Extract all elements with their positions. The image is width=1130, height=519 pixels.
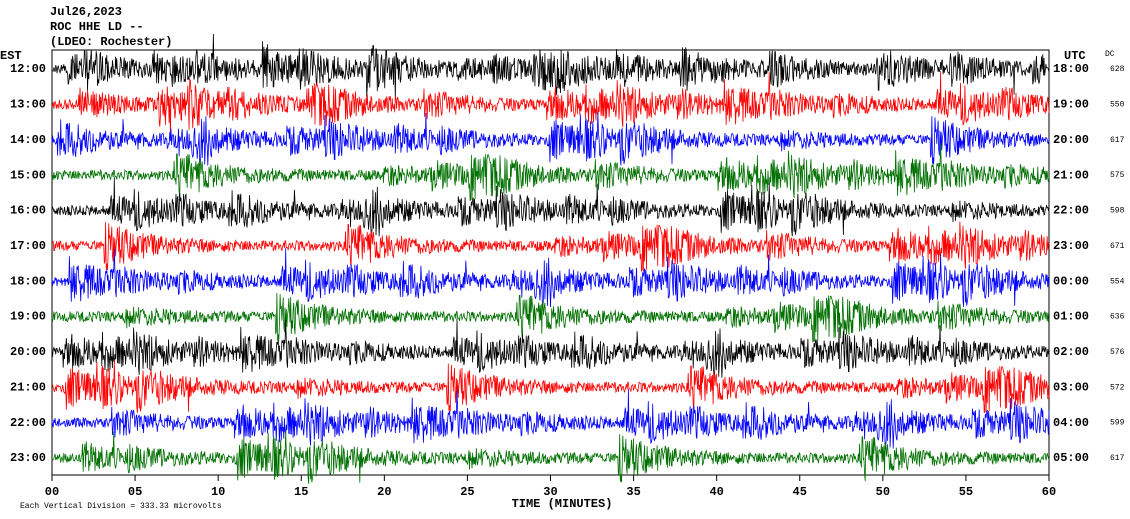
- x-tick-label: 60: [1042, 485, 1056, 499]
- est-label: 18:00: [10, 274, 46, 288]
- x-tick-label: 10: [211, 485, 225, 499]
- station: ROC HHE LD --: [50, 20, 144, 34]
- dc-value: 617: [1110, 136, 1125, 145]
- x-tick-label: 20: [377, 485, 391, 499]
- dc-value: 636: [1110, 313, 1125, 322]
- utc-label: 20:00: [1053, 133, 1089, 147]
- right-axis-label: UTC: [1064, 49, 1086, 63]
- seismic-trace: [51, 71, 1050, 138]
- left-axis-label: EST: [0, 49, 22, 63]
- x-tick-label: 00: [45, 485, 59, 499]
- x-tick-label: 55: [959, 485, 973, 499]
- est-label: 20:00: [10, 345, 46, 359]
- seismic-trace: [51, 389, 1050, 450]
- est-label: 17:00: [10, 239, 46, 253]
- utc-label: 23:00: [1053, 239, 1089, 253]
- seismic-trace: [51, 142, 1050, 201]
- dc-value: 671: [1110, 242, 1125, 251]
- dc-value: 554: [1110, 277, 1125, 286]
- seismic-trace: [51, 177, 1050, 238]
- dc-value: 550: [1110, 100, 1125, 109]
- x-tick-label: 40: [709, 485, 723, 499]
- utc-label: 22:00: [1053, 204, 1089, 218]
- est-label: 21:00: [10, 380, 46, 394]
- utc-label: 02:00: [1053, 345, 1089, 359]
- utc-label: 04:00: [1053, 416, 1089, 430]
- dc-value: 575: [1110, 171, 1125, 180]
- utc-label: 19:00: [1053, 98, 1089, 112]
- utc-label: 01:00: [1053, 310, 1089, 324]
- utc-label: 03:00: [1053, 380, 1089, 394]
- seismic-trace: [51, 247, 1050, 308]
- seismic-trace: [51, 318, 1050, 379]
- est-label: 19:00: [10, 310, 46, 324]
- note: Each Vertical Division = 333.33 microvol…: [20, 502, 222, 511]
- est-label: 13:00: [10, 98, 46, 112]
- x-tick-label: 50: [876, 485, 890, 499]
- dc-value: 576: [1110, 348, 1125, 357]
- x-tick-label: 35: [626, 485, 640, 499]
- seismic-trace: [51, 112, 1050, 167]
- x-tick-label: 25: [460, 485, 474, 499]
- x-tick-label: 30: [543, 485, 557, 499]
- est-label: 22:00: [10, 416, 46, 430]
- x-tick-label: 15: [294, 485, 308, 499]
- x-tick-label: 05: [128, 485, 142, 499]
- seismic-trace: [51, 33, 1050, 100]
- seismic-trace: [51, 430, 1050, 484]
- x-axis-label: TIME (MINUTES): [512, 497, 613, 511]
- est-label: 23:00: [10, 451, 46, 465]
- dc-label: DC: [1105, 50, 1115, 59]
- x-tick-label: 45: [793, 485, 807, 499]
- seismic-trace: [51, 360, 1050, 414]
- plot-frame: [51, 49, 1050, 476]
- est-label: 15:00: [10, 168, 46, 182]
- location: (LDEO: Rochester): [50, 35, 172, 49]
- seismic-trace: [51, 221, 1050, 272]
- utc-label: 00:00: [1053, 274, 1089, 288]
- dc-value: 617: [1110, 454, 1125, 463]
- seismic-trace: [51, 292, 1050, 343]
- est-label: 16:00: [10, 204, 46, 218]
- utc-label: 18:00: [1053, 62, 1089, 76]
- dc-value: 572: [1110, 383, 1125, 392]
- utc-label: 05:00: [1053, 451, 1089, 465]
- utc-label: 21:00: [1053, 168, 1089, 182]
- chart-title: Jul26,2023: [50, 5, 122, 19]
- est-label: 12:00: [10, 62, 46, 76]
- est-label: 14:00: [10, 133, 46, 147]
- dc-value: 628: [1110, 65, 1125, 74]
- dc-value: 598: [1110, 207, 1125, 216]
- dc-value: 599: [1110, 419, 1125, 428]
